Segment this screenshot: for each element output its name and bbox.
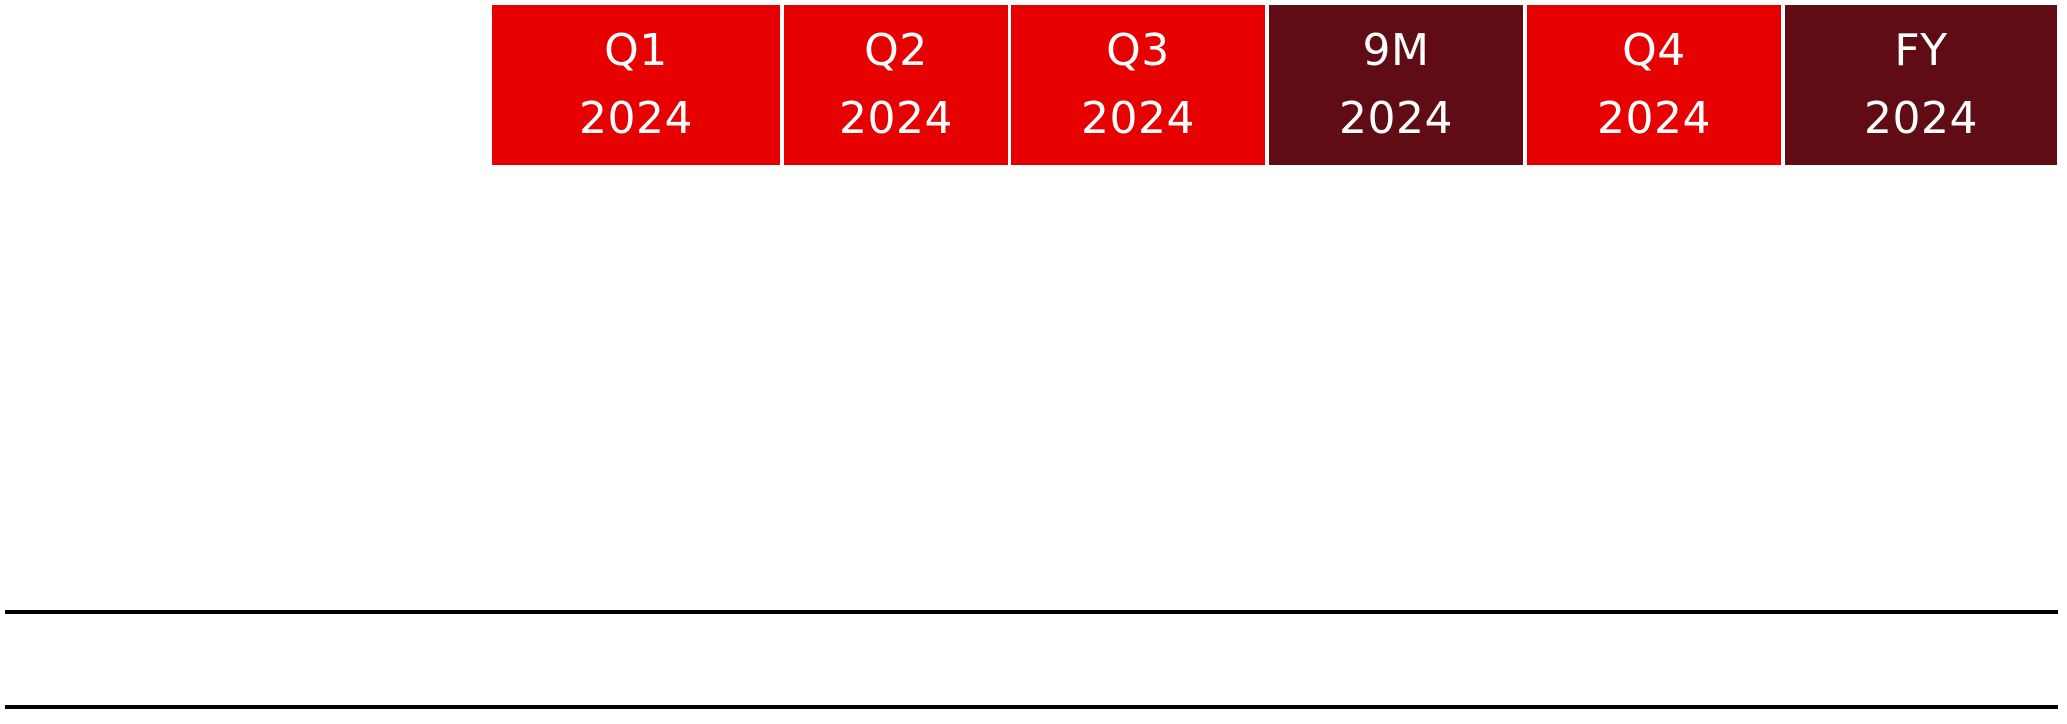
column-year: 2024	[1864, 93, 1978, 144]
column-header-q3-2024: Q3 2024	[1011, 5, 1265, 165]
column-period: FY	[1894, 25, 1948, 76]
column-header-q4-2024: Q4 2024	[1527, 5, 1781, 165]
column-year: 2024	[579, 93, 693, 144]
table-rule-lower	[5, 705, 2058, 709]
column-period: Q1	[604, 25, 668, 76]
column-year: 2024	[1339, 93, 1453, 144]
column-period: Q3	[1106, 25, 1170, 76]
column-period: Q2	[864, 25, 928, 76]
column-year: 2024	[1597, 93, 1711, 144]
column-header-q1-2024: Q1 2024	[492, 5, 780, 165]
column-header-fy-2024: FY 2024	[1785, 5, 2057, 165]
column-header-9m-2024: 9M 2024	[1269, 5, 1523, 165]
column-year: 2024	[839, 93, 953, 144]
column-year: 2024	[1081, 93, 1195, 144]
column-period: 9M	[1362, 25, 1430, 76]
column-header-q2-2024: Q2 2024	[784, 5, 1008, 165]
table-rule-upper	[5, 610, 2058, 614]
column-period: Q4	[1622, 25, 1686, 76]
